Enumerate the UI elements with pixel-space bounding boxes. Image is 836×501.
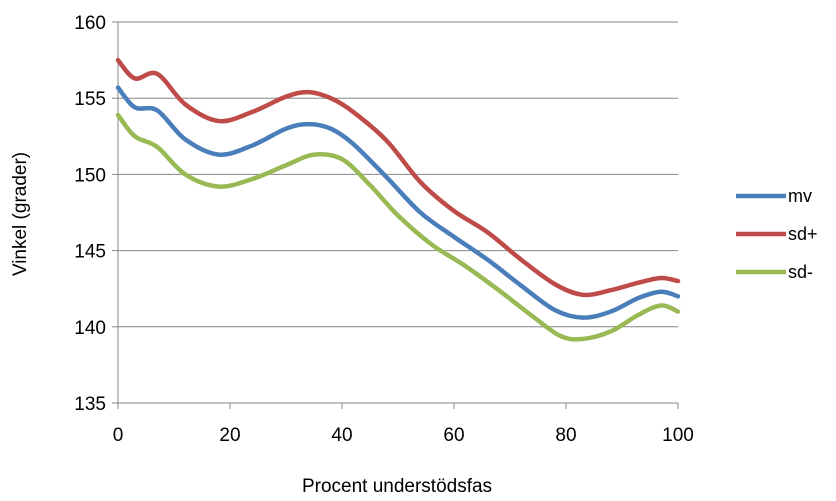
series-line-sd (115, 112, 681, 342)
y-tick-label: 160 (74, 13, 106, 34)
series-lines (115, 57, 681, 342)
tick-labels: 135 140 145 150 155 160 0 20 40 60 80 100 (74, 13, 694, 446)
y-tick-label: 150 (74, 165, 106, 186)
x-tick-label: 100 (662, 425, 694, 446)
y-tick-label: 155 (74, 89, 106, 110)
x-axis-title: Procent understödsfas (302, 476, 492, 497)
x-tick-label: 20 (219, 425, 240, 446)
legend-label: sd- (788, 262, 813, 282)
x-tick-label: 60 (443, 425, 464, 446)
legend-label: mv (788, 186, 812, 206)
y-tick-label: 140 (74, 318, 106, 339)
x-tick-label: 0 (113, 425, 124, 446)
x-tick-label: 80 (555, 425, 576, 446)
y-axis-title: Vinkel (grader) (10, 152, 31, 276)
legend: mv sd+ sd- (736, 186, 818, 282)
series-line-mv (115, 85, 681, 320)
series-line-sd (115, 57, 681, 298)
x-tick-label: 40 (331, 425, 352, 446)
gridlines (118, 21, 678, 404)
y-tick-label: 135 (74, 394, 106, 415)
y-tick-label: 145 (74, 242, 106, 263)
legend-label: sd+ (788, 224, 818, 244)
